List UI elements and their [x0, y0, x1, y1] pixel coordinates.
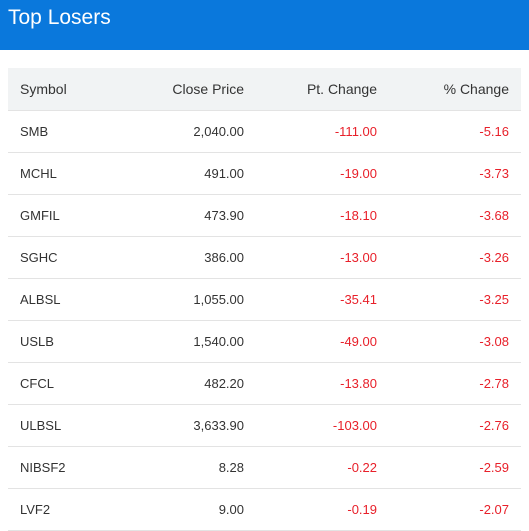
- table-row: NIBSF2 8.28 -0.22 -2.59: [8, 446, 521, 489]
- cell-close-price: 473.90: [118, 194, 244, 237]
- table-row: GMFIL 473.90 -18.10 -3.68: [8, 194, 521, 237]
- cell-pt-change: -111.00: [244, 110, 381, 153]
- cell-pt-change: -103.00: [244, 404, 381, 447]
- cell-symbol[interactable]: CFCL: [8, 362, 118, 405]
- cell-close-price: 1,540.00: [118, 320, 244, 363]
- cell-symbol[interactable]: SGHC: [8, 236, 118, 279]
- cell-symbol[interactable]: USLB: [8, 320, 118, 363]
- cell-pct-change: -3.26: [381, 236, 521, 279]
- table-row: USLB 1,540.00 -49.00 -3.08: [8, 320, 521, 363]
- cell-pct-change: -3.25: [381, 278, 521, 321]
- cell-pct-change: -3.08: [381, 320, 521, 363]
- cell-pt-change: -18.10: [244, 194, 381, 237]
- cell-close-price: 1,055.00: [118, 278, 244, 321]
- table-row: LVF2 9.00 -0.19 -2.07: [8, 488, 521, 531]
- cell-close-price: 386.00: [118, 236, 244, 279]
- page-title: Top Losers: [8, 6, 111, 29]
- cell-close-price: 8.28: [118, 446, 244, 489]
- column-header-pct-change[interactable]: % Change: [381, 68, 521, 111]
- cell-pt-change: -0.22: [244, 446, 381, 489]
- cell-pt-change: -13.00: [244, 236, 381, 279]
- table-row: CFCL 482.20 -13.80 -2.78: [8, 362, 521, 405]
- table-row: SMB 2,040.00 -111.00 -5.16: [8, 110, 521, 153]
- table-head: Symbol Close Price Pt. Change % Change: [8, 68, 521, 111]
- cell-pt-change: -13.80: [244, 362, 381, 405]
- table-header-row: Symbol Close Price Pt. Change % Change: [8, 68, 521, 111]
- table-row: ULBSL 3,633.90 -103.00 -2.76: [8, 404, 521, 447]
- cell-symbol[interactable]: GMFIL: [8, 194, 118, 237]
- cell-pct-change: -2.76: [381, 404, 521, 447]
- cell-pct-change: -2.07: [381, 488, 521, 531]
- column-header-pt-change[interactable]: Pt. Change: [244, 68, 381, 111]
- cell-symbol[interactable]: ALBSL: [8, 278, 118, 321]
- cell-close-price: 3,633.90: [118, 404, 244, 447]
- cell-close-price: 482.20: [118, 362, 244, 405]
- table-row: MCHL 491.00 -19.00 -3.73: [8, 152, 521, 195]
- table-row: ALBSL 1,055.00 -35.41 -3.25: [8, 278, 521, 321]
- header-bar: Top Losers: [0, 0, 529, 50]
- cell-pct-change: -3.68: [381, 194, 521, 237]
- top-losers-card: Symbol Close Price Pt. Change % Change S…: [8, 68, 521, 531]
- cell-pt-change: -0.19: [244, 488, 381, 531]
- cell-pt-change: -19.00: [244, 152, 381, 195]
- column-header-symbol[interactable]: Symbol: [8, 68, 118, 111]
- cell-pct-change: -3.73: [381, 152, 521, 195]
- top-losers-table: Symbol Close Price Pt. Change % Change S…: [8, 68, 521, 531]
- table-body: SMB 2,040.00 -111.00 -5.16 MCHL 491.00 -…: [8, 110, 521, 531]
- table-row: SGHC 386.00 -13.00 -3.26: [8, 236, 521, 279]
- column-header-close-price[interactable]: Close Price: [118, 68, 244, 111]
- cell-pt-change: -35.41: [244, 278, 381, 321]
- cell-symbol[interactable]: ULBSL: [8, 404, 118, 447]
- cell-pt-change: -49.00: [244, 320, 381, 363]
- cell-symbol[interactable]: NIBSF2: [8, 446, 118, 489]
- cell-pct-change: -5.16: [381, 110, 521, 153]
- cell-symbol[interactable]: SMB: [8, 110, 118, 153]
- cell-pct-change: -2.78: [381, 362, 521, 405]
- cell-close-price: 2,040.00: [118, 110, 244, 153]
- cell-close-price: 491.00: [118, 152, 244, 195]
- cell-symbol[interactable]: MCHL: [8, 152, 118, 195]
- cell-pct-change: -2.59: [381, 446, 521, 489]
- cell-close-price: 9.00: [118, 488, 244, 531]
- cell-symbol[interactable]: LVF2: [8, 488, 118, 531]
